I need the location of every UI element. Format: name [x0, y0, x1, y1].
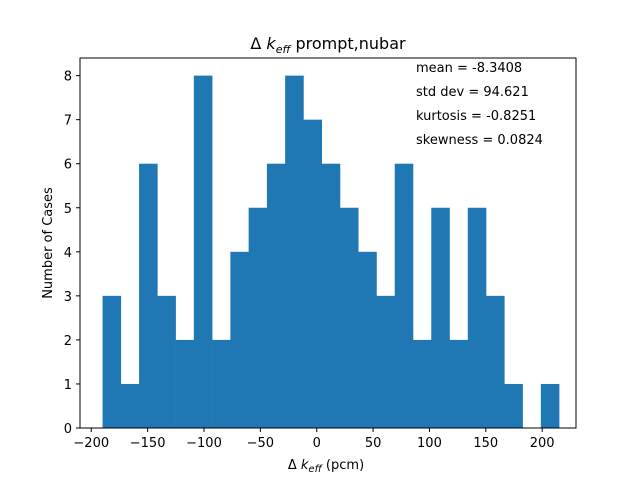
y-tick-label: 8	[64, 70, 72, 85]
histogram-bar	[120, 383, 140, 428]
x-tick-label: 50	[365, 436, 382, 451]
x-tick-label: 150	[473, 436, 498, 451]
histogram-bar	[139, 163, 158, 428]
histogram-bar	[540, 383, 560, 428]
stat-std-dev: std dev = 94.621	[416, 85, 529, 100]
x-tick-label: 100	[417, 436, 442, 451]
x-tick-label: −50	[247, 436, 274, 451]
y-axis-ticks: 0 1 2 3 4 5 6 7 8	[64, 70, 80, 437]
chart-title: Δ keff prompt,nubar	[250, 34, 406, 56]
x-tick-label: −200	[73, 436, 109, 451]
axes-frame	[79, 57, 577, 429]
stat-skewness: skewness = 0.0824	[416, 133, 543, 148]
y-tick-label: 2	[64, 334, 72, 349]
y-tick-label: 1	[64, 378, 72, 393]
histogram-bar	[230, 251, 249, 428]
stat-mean: mean = -8.3408	[416, 61, 522, 76]
histogram-bar	[413, 339, 432, 428]
y-axis-label: Number of Cases	[41, 187, 56, 299]
y-tick-label: 6	[64, 158, 72, 173]
histogram-bar	[285, 75, 304, 429]
histogram-bar	[157, 295, 176, 428]
histogram-bar	[394, 163, 414, 428]
histogram-bar	[358, 251, 377, 428]
histogram-bars	[102, 75, 560, 429]
histogram-bar	[266, 163, 286, 428]
histogram-bar	[467, 207, 487, 428]
histogram-bar	[303, 119, 322, 429]
y-tick-label: 4	[64, 246, 72, 261]
histogram-bar	[193, 75, 213, 429]
histogram-bar	[504, 383, 523, 428]
y-tick-label: 7	[64, 114, 72, 129]
x-axis-label: Δ keff (pcm)	[288, 458, 364, 475]
y-tick-label: 5	[64, 202, 72, 217]
x-tick-label: −100	[186, 436, 222, 451]
histogram-bar	[486, 295, 505, 428]
histogram-bar	[102, 295, 122, 428]
x-axis-ticks: −200 −150 −100 −50 0 50 100 150 200	[73, 428, 555, 451]
histogram-bar	[175, 339, 195, 428]
y-tick-label: 3	[64, 290, 72, 305]
histogram-bar	[248, 207, 268, 428]
histogram-bar	[376, 295, 396, 428]
x-tick-label: 0	[313, 436, 321, 451]
histogram-bar	[431, 207, 450, 428]
stat-kurtosis: kurtosis = -0.8251	[416, 109, 536, 124]
histogram-bar	[449, 339, 469, 428]
y-tick-label: 0	[64, 422, 72, 437]
x-tick-label: −150	[130, 436, 166, 451]
x-tick-label: 200	[530, 436, 555, 451]
histogram-bar	[339, 207, 359, 428]
histogram-bar	[321, 163, 341, 428]
histogram-bar	[212, 339, 231, 428]
